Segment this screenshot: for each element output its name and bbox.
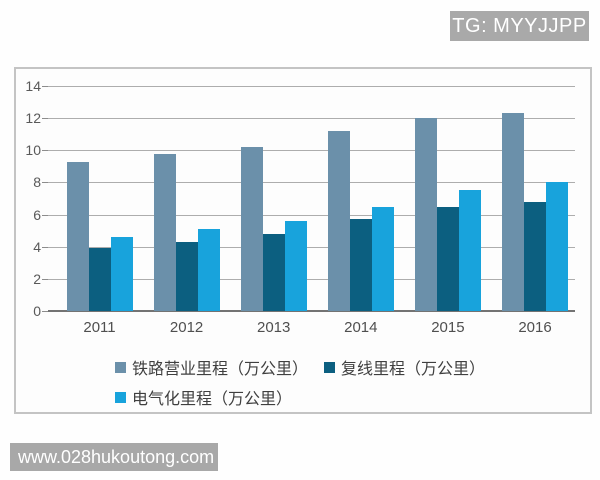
tg-badge: TG: MYYJJPP xyxy=(450,11,589,41)
legend-label: 复线里程（万公里） xyxy=(341,361,486,378)
bar xyxy=(546,182,568,311)
bar xyxy=(524,201,546,311)
y-tick-label: 2 xyxy=(33,270,41,287)
plot-area: 0 2 4 6 8 10 12 14 2011 2012 2013 2014 2015 2016 xyxy=(16,69,590,412)
legend-row: 电气化里程（万公里） xyxy=(115,382,575,412)
gridline xyxy=(48,118,575,120)
bar xyxy=(88,248,111,311)
bar xyxy=(262,233,285,311)
y-tick-mark xyxy=(42,182,48,184)
bar xyxy=(371,206,394,311)
y-tick-label: 6 xyxy=(33,206,41,223)
y-tick-label: 12 xyxy=(25,110,41,127)
y-tick-label: 4 xyxy=(33,238,41,255)
x-tick-label: 2013 xyxy=(257,319,291,336)
bar xyxy=(327,131,350,311)
y-tick-mark xyxy=(42,278,48,280)
legend-swatch xyxy=(115,361,126,373)
bar xyxy=(110,237,133,311)
y-tick-mark xyxy=(42,118,48,120)
legend-swatch xyxy=(324,361,336,373)
y-tick-label: 10 xyxy=(25,142,41,159)
bar xyxy=(197,229,220,311)
bar xyxy=(458,190,481,311)
legend-label: 铁路营业里程（万公里） xyxy=(132,361,309,378)
x-axis-line xyxy=(48,310,575,312)
bar xyxy=(414,118,437,311)
gridline xyxy=(48,86,575,87)
gridline xyxy=(48,278,575,280)
bar xyxy=(284,221,307,311)
bar xyxy=(66,161,89,311)
legend-label: 电气化里程（万公里） xyxy=(132,391,293,408)
legend-row: 铁路营业里程（万公里） 复线里程（万公里） xyxy=(115,352,575,382)
bar xyxy=(436,206,459,311)
y-tick-mark xyxy=(42,86,48,87)
bar xyxy=(349,219,372,311)
bar xyxy=(502,113,524,311)
legend-item: 电气化里程（万公里） xyxy=(115,385,292,409)
bar xyxy=(153,153,176,311)
bar xyxy=(175,241,198,311)
y-tick-mark xyxy=(42,246,48,248)
gridline xyxy=(48,182,575,184)
gridline xyxy=(48,246,575,248)
y-tick-mark xyxy=(42,150,48,152)
x-tick-label: 2016 xyxy=(518,319,552,336)
gridline xyxy=(48,214,575,216)
y-tick-label: 0 xyxy=(33,303,41,319)
y-tick-label: 8 xyxy=(33,174,41,191)
watermark-badge: www.028hukoutong.com xyxy=(10,443,218,471)
x-tick-label: 2012 xyxy=(169,319,204,336)
x-tick-label: 2014 xyxy=(344,319,378,336)
bar xyxy=(240,147,263,311)
gridline xyxy=(48,150,575,152)
legend-item: 复线里程（万公里） xyxy=(324,355,485,379)
x-tick-label: 2015 xyxy=(431,319,465,336)
y-tick-mark xyxy=(42,311,48,312)
y-tick-mark xyxy=(42,214,48,216)
x-tick-label: 2011 xyxy=(83,319,116,336)
legend-item: 铁路营业里程（万公里） xyxy=(115,355,308,379)
chart-panel: 0 2 4 6 8 10 12 14 2011 2012 2013 2014 2015 2016 铁路营业… xyxy=(14,67,592,414)
chart-legend: 铁路营业里程（万公里） 复线里程（万公里） 电气化里程（万公里） xyxy=(115,352,575,412)
legend-swatch xyxy=(115,391,126,403)
y-tick-label: 14 xyxy=(25,78,41,94)
